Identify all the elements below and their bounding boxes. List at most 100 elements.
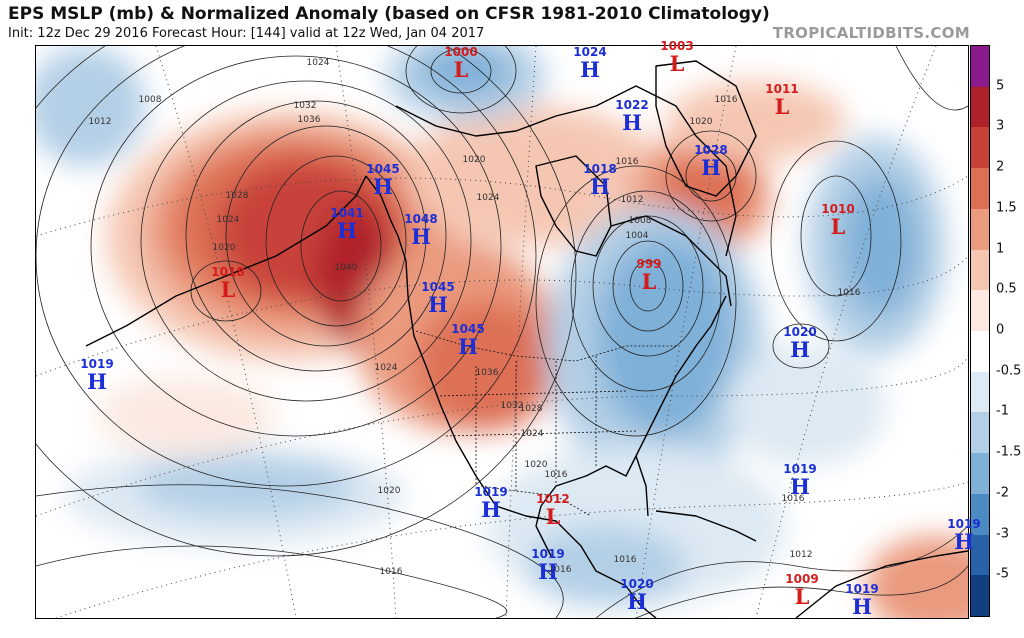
positive-anomaly-region [96, 376, 276, 456]
pressure-symbol: H [337, 218, 357, 243]
isobar-label: 1032 [500, 401, 524, 411]
isobar [770, 140, 902, 342]
high-pressure-center: 1022 H [615, 99, 648, 133]
high-pressure-center: 1045 H [366, 163, 399, 197]
coastline-arctic [395, 85, 737, 257]
pressure-value: 1045 [421, 280, 455, 294]
pressure-symbol: L [453, 57, 469, 82]
low-pressure-center: 1011 L [765, 83, 798, 117]
coastline-west-north-america [365, 175, 657, 618]
isobar [36, 46, 577, 557]
pressure-symbol: H [411, 224, 431, 249]
isobar [800, 175, 872, 297]
pressure-symbol: H [580, 57, 600, 82]
map-panel [35, 45, 969, 619]
high-pressure-center: 1048 H [404, 213, 437, 247]
coastline-hudson-bay [535, 155, 612, 257]
colorbar-segment [971, 331, 989, 373]
pressure-value: 1003 [660, 39, 694, 53]
isobar [635, 565, 968, 618]
negative-anomaly-region [841, 176, 921, 316]
pressure-symbol: H [790, 337, 810, 362]
page-title: EPS MSLP (mb) & Normalized Anomaly (base… [8, 4, 770, 24]
pressure-symbol: H [373, 174, 393, 199]
isobar-label: 1016 [615, 157, 639, 167]
high-pressure-center: 1020 H [783, 326, 816, 360]
colorbar-tick-label: -0.5 [996, 363, 1022, 379]
pressure-value: 1045 [451, 322, 485, 336]
positive-anomaly-region [866, 536, 968, 618]
isobar-label: 1020 [377, 486, 401, 496]
coastline-alaska [85, 175, 367, 347]
isobar-label: 1036 [297, 115, 321, 125]
pressure-symbol: L [545, 504, 561, 529]
isobar-label: 1020 [212, 243, 236, 253]
low-pressure-center: 1009 L [785, 573, 818, 607]
colorbar-segment [971, 493, 989, 536]
pressure-symbol: L [774, 94, 790, 119]
colorbar-segment [971, 534, 989, 576]
pressure-value: 1028 [694, 143, 728, 157]
pressure-symbol: H [954, 529, 974, 554]
pressure-value: 1020 [783, 325, 817, 339]
colorbar-segment [971, 412, 989, 454]
pressure-symbol: L [830, 214, 846, 239]
isobar-label: 1040 [334, 263, 358, 273]
pressure-value: 1020 [620, 577, 654, 591]
isobar [36, 484, 564, 618]
isobars [36, 46, 968, 618]
colorbar-tick-label: 1.5 [996, 200, 1017, 216]
anomaly-shading [36, 46, 968, 618]
isobar-label: 1016 [613, 555, 637, 565]
pressure-symbol: H [590, 174, 610, 199]
low-pressure-center: 1012 L [536, 493, 569, 527]
colorbar-tick-label: 1 [996, 241, 1005, 257]
high-pressure-center: 1045 H [421, 281, 454, 315]
high-pressure-center: 1019 H [845, 583, 878, 617]
negative-anomaly-region [421, 46, 511, 96]
pressure-value: 1019 [474, 485, 508, 499]
isobar-label: 1016 [548, 565, 572, 575]
isobar [225, 125, 427, 347]
pressure-value: 1000 [444, 45, 478, 59]
colorbar-tick-label: 2 [996, 159, 1005, 175]
low-pressure-center: 1000 L [444, 46, 477, 80]
pressure-value: 1019 [531, 547, 565, 561]
pressure-symbol: H [87, 369, 107, 394]
pressure-symbol: H [428, 292, 448, 317]
high-pressure-center: 1024 H [573, 46, 606, 80]
colorbar-segment [971, 453, 989, 495]
isobar-label: 1028 [519, 404, 543, 414]
isobar [595, 525, 968, 618]
colorbar-segment [971, 46, 989, 88]
us-canada-border [415, 330, 676, 362]
colorbar-tick-label: 0 [996, 322, 1005, 338]
isobar [612, 240, 684, 332]
coastline-labrador [610, 215, 732, 307]
graticule [36, 46, 968, 618]
positive-anomaly-region [666, 81, 846, 161]
coastline-cuba [655, 510, 757, 542]
isobar-label: 1020 [524, 460, 548, 470]
colorbar-segment [971, 208, 989, 251]
coastlines [85, 60, 968, 618]
negative-anomaly-region [726, 346, 886, 466]
isobar-label: 1004 [625, 231, 649, 241]
isobar-label: 1008 [628, 216, 652, 226]
forecast-info: Init: 12z Dec 29 2016 Forecast Hour: [14… [8, 26, 485, 41]
isobar [592, 215, 704, 357]
colorbar-segment [971, 127, 989, 169]
negative-anomaly-region [596, 236, 736, 436]
pressure-symbol: L [641, 269, 657, 294]
colorbar-tick-label: 0.5 [996, 281, 1017, 297]
coastline-south-america [795, 550, 968, 618]
pressure-symbol: H [458, 334, 478, 359]
pressure-value: 1018 [583, 162, 617, 176]
isobar-label: 1012 [88, 117, 112, 127]
colorbar-segment [971, 86, 989, 128]
brand-watermark: TROPICALTIDBITS.COM [772, 24, 970, 42]
anomaly-colorbar [970, 45, 990, 617]
high-pressure-center: 1019 H [474, 486, 507, 520]
pressure-symbol: H [701, 155, 721, 180]
